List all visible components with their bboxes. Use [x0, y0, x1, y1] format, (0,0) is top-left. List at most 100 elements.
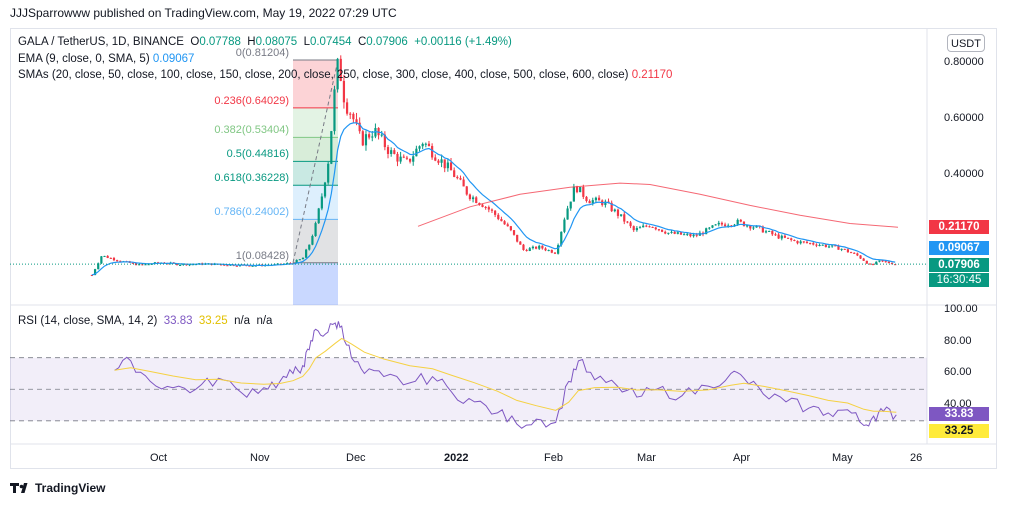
fib-level-label: 1(0.08428) [235, 249, 289, 262]
rsi-axis-label: 80.00 [944, 334, 972, 347]
candle-body [733, 224, 736, 226]
candle-body [771, 230, 774, 235]
candle-body [849, 252, 853, 254]
candle-body [317, 208, 320, 224]
candle-body [434, 157, 437, 161]
candle-body [563, 219, 566, 232]
currency-button[interactable]: USDT [947, 34, 985, 52]
candle-body [859, 255, 862, 259]
symbol-legend: GALA / TetherUS, 1D, BINANCE O0.07788 H0… [18, 36, 512, 48]
candle-body [308, 244, 311, 250]
candle-body [541, 245, 544, 249]
close-value: 0.07906 [366, 36, 408, 48]
candle-body [131, 262, 134, 264]
candle-body [875, 261, 878, 265]
rsi-sma-value: 33.25 [198, 315, 228, 327]
candle-body [746, 225, 749, 227]
candle-body [100, 256, 103, 264]
candle-body [623, 214, 626, 222]
candle-body [862, 258, 865, 261]
candle-body [506, 224, 509, 227]
footer[interactable]: TradingView [10, 481, 105, 495]
candle-body [805, 241, 809, 243]
candle-body [629, 222, 632, 227]
candle-body [777, 234, 780, 239]
candle-body [138, 264, 141, 266]
candle-body [585, 196, 588, 202]
fib-level-label: 0.382(0.53404) [214, 124, 289, 137]
candle-body [103, 255, 106, 257]
candle-body [676, 232, 679, 234]
candle-body [812, 243, 815, 245]
candle-body [642, 225, 645, 228]
candle-body [528, 248, 531, 251]
rsi-axis-label: 60.00 [944, 366, 972, 379]
candle-body [692, 234, 695, 237]
candle-body [752, 227, 755, 229]
candle-body [497, 214, 500, 220]
candle-body [408, 158, 412, 162]
countdown-box: 16:30:45 [929, 273, 989, 287]
publisher-header: JJJSparrowww published on TradingView.co… [10, 6, 397, 20]
candle-body [645, 225, 648, 227]
candle-body [405, 157, 409, 159]
candle-body [286, 263, 289, 265]
candle-body [386, 147, 390, 154]
time-axis-label: May [832, 452, 853, 464]
rsi-sma-price-box: 33.25 [929, 424, 989, 438]
price-axis-label: 0.60000 [944, 112, 984, 125]
candle-body [219, 264, 223, 266]
candle-body [342, 80, 346, 103]
candle-body [727, 225, 730, 227]
candle-body [815, 244, 818, 246]
candle-body [251, 265, 254, 267]
candle-body [837, 245, 840, 250]
candle-body [632, 226, 635, 231]
fib-zone [293, 60, 338, 108]
candle-body [736, 219, 739, 225]
price-axis-label: 0.80000 [944, 56, 984, 69]
candle-body [654, 227, 657, 230]
candle-body [484, 206, 487, 208]
candle-body [597, 197, 601, 201]
candle-body [872, 264, 875, 266]
candle-body [856, 253, 859, 256]
candle-body [427, 143, 431, 147]
candle-body [223, 264, 226, 266]
candle-body [412, 156, 415, 162]
candle-body [878, 260, 881, 262]
candle-body [853, 252, 856, 254]
candle-body [550, 250, 553, 253]
brand-name: TradingView [35, 481, 106, 495]
candle-body [431, 146, 434, 158]
candle-body [368, 134, 371, 138]
candle-body [534, 246, 538, 249]
candle-body [355, 119, 358, 123]
candle-body [790, 238, 793, 240]
candle-body [468, 194, 472, 200]
time-axis-label: 26 [910, 452, 923, 464]
fib-level-label: 0.618(0.36228) [214, 172, 289, 185]
candle-body [522, 244, 525, 250]
candle-body [298, 259, 301, 261]
ema-price-box: 0.09067 [929, 241, 989, 255]
time-axis-label: Apr [733, 452, 751, 464]
candle-body [364, 134, 368, 146]
high-value: 0.08075 [255, 36, 298, 48]
candle-body [683, 234, 686, 236]
candle-body [380, 134, 383, 136]
candle-body [840, 248, 843, 250]
candle-body [475, 197, 478, 203]
candle-body [93, 269, 97, 276]
rsi-line [114, 321, 897, 429]
rsi-band-fill [10, 357, 927, 421]
candle-body [865, 260, 868, 264]
candle-body [695, 234, 698, 236]
price-axis-label: 0.40000 [944, 167, 984, 180]
candle-body [248, 265, 251, 267]
candle-body [330, 131, 333, 164]
candle-body [572, 186, 575, 202]
candle-body [834, 245, 837, 247]
candle-body [424, 143, 427, 145]
